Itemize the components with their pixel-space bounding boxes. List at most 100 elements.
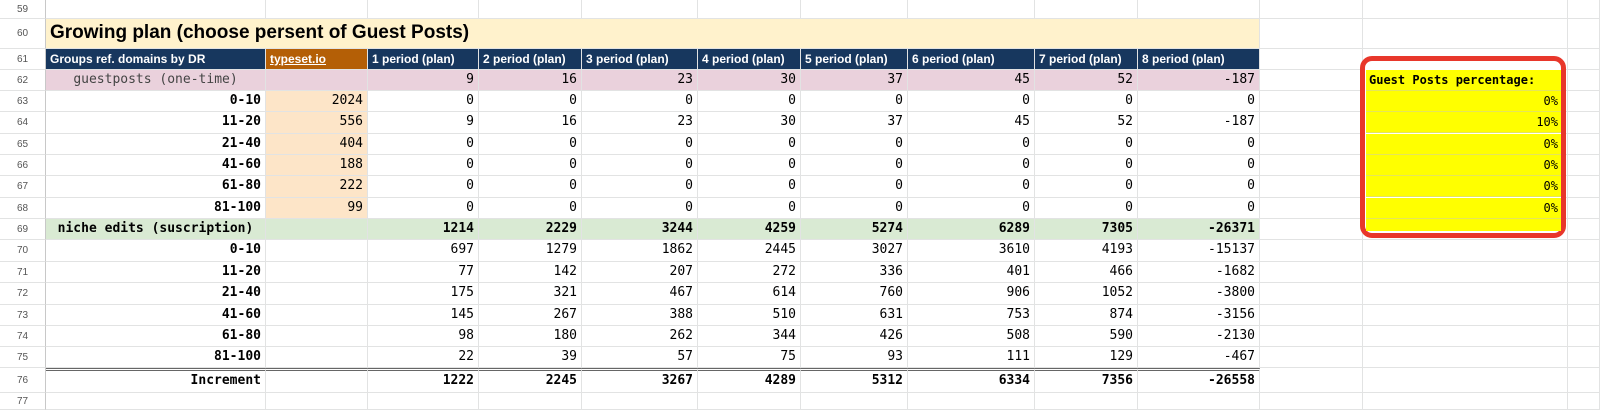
- table-cell[interactable]: 22: [368, 347, 479, 368]
- table-cell[interactable]: 52: [1035, 112, 1138, 134]
- empty-cell[interactable]: [1568, 368, 1600, 393]
- empty-cell[interactable]: [1363, 305, 1568, 326]
- empty-cell[interactable]: [1363, 347, 1568, 368]
- table-cell[interactable]: 401: [908, 262, 1035, 283]
- niche-label[interactable]: niche edits (suscription): [46, 219, 266, 240]
- empty-cell[interactable]: [1568, 219, 1600, 240]
- table-cell[interactable]: 16: [479, 112, 582, 134]
- empty-cell[interactable]: [1260, 262, 1363, 283]
- table-cell[interactable]: 906: [908, 283, 1035, 305]
- table-cell[interactable]: 0: [698, 176, 801, 198]
- guest-posts-percentage-input[interactable]: 0%: [1366, 176, 1561, 197]
- row-number[interactable]: 72: [0, 283, 46, 305]
- guest-posts-percentage-input[interactable]: 0%: [1366, 134, 1561, 155]
- table-cell[interactable]: 0: [582, 176, 698, 198]
- increment-value[interactable]: 3267: [582, 368, 698, 393]
- increment-label[interactable]: Increment: [46, 368, 266, 393]
- row-number[interactable]: 68: [0, 198, 46, 219]
- table-cell[interactable]: 1279: [479, 240, 582, 262]
- empty-cell[interactable]: [1363, 283, 1568, 305]
- table-cell[interactable]: 697: [368, 240, 479, 262]
- niche-total[interactable]: -26371: [1138, 219, 1260, 240]
- empty-cell[interactable]: [1260, 240, 1363, 262]
- table-cell[interactable]: 0: [1138, 91, 1260, 112]
- empty-cell[interactable]: [1363, 0, 1568, 19]
- table-cell[interactable]: 142: [479, 262, 582, 283]
- row-number[interactable]: 76: [0, 368, 46, 393]
- empty-cell[interactable]: [1260, 0, 1363, 19]
- guestposts-total[interactable]: 16: [479, 70, 582, 91]
- guest-posts-percentage-input[interactable]: 0%: [1366, 155, 1561, 176]
- source-count[interactable]: 556: [266, 112, 368, 134]
- guest-posts-percentage-blank[interactable]: [1366, 219, 1561, 231]
- table-cell[interactable]: 0: [1035, 155, 1138, 176]
- table-cell[interactable]: 0: [582, 134, 698, 155]
- table-cell[interactable]: 262: [582, 326, 698, 347]
- empty-cell[interactable]: [368, 393, 479, 410]
- guest-posts-percentage-input[interactable]: 0%: [1366, 91, 1561, 112]
- empty-cell[interactable]: [1260, 393, 1363, 410]
- table-cell[interactable]: 45: [908, 112, 1035, 134]
- empty-cell[interactable]: [1568, 0, 1600, 19]
- empty-cell[interactable]: [1568, 134, 1600, 155]
- table-cell[interactable]: 0: [908, 198, 1035, 219]
- table-cell[interactable]: 3610: [908, 240, 1035, 262]
- guestposts-total[interactable]: -187: [1138, 70, 1260, 91]
- dr-group-label[interactable]: 0-10: [46, 91, 266, 112]
- empty-cell[interactable]: [1138, 0, 1260, 19]
- table-cell[interactable]: 0: [698, 134, 801, 155]
- increment-value[interactable]: 7356: [1035, 368, 1138, 393]
- table-cell[interactable]: -1682: [1138, 262, 1260, 283]
- table-cell[interactable]: -467: [1138, 347, 1260, 368]
- empty-cell[interactable]: [1260, 368, 1363, 393]
- table-cell[interactable]: 426: [801, 326, 908, 347]
- guestposts-total[interactable]: 52: [1035, 70, 1138, 91]
- empty-cell[interactable]: [1568, 112, 1600, 134]
- guestposts-total[interactable]: 23: [582, 70, 698, 91]
- table-cell[interactable]: 0: [582, 198, 698, 219]
- table-cell[interactable]: 614: [698, 283, 801, 305]
- row-number[interactable]: 64: [0, 112, 46, 134]
- table-cell[interactable]: 207: [582, 262, 698, 283]
- empty-cell[interactable]: [1363, 19, 1568, 49]
- dr-group-label[interactable]: 61-80: [46, 326, 266, 347]
- empty-cell[interactable]: [1260, 326, 1363, 347]
- table-cell[interactable]: 37: [801, 112, 908, 134]
- table-cell[interactable]: -187: [1138, 112, 1260, 134]
- source-count[interactable]: 404: [266, 134, 368, 155]
- empty-cell[interactable]: [1568, 176, 1600, 198]
- table-cell[interactable]: 30: [698, 112, 801, 134]
- row-number[interactable]: 66: [0, 155, 46, 176]
- empty-cell[interactable]: [1138, 393, 1260, 410]
- row-number[interactable]: 59: [0, 0, 46, 19]
- table-cell[interactable]: 1862: [582, 240, 698, 262]
- niche-total[interactable]: 5274: [801, 219, 908, 240]
- source-count[interactable]: 99: [266, 198, 368, 219]
- empty-cell[interactable]: [266, 368, 368, 393]
- row-number[interactable]: 77: [0, 393, 46, 410]
- empty-cell[interactable]: [266, 347, 368, 368]
- niche-source-cell[interactable]: [266, 219, 368, 240]
- table-cell[interactable]: 93: [801, 347, 908, 368]
- guest-posts-percentage-input[interactable]: 10%: [1366, 112, 1561, 133]
- empty-cell[interactable]: [266, 305, 368, 326]
- dr-group-label[interactable]: 41-60: [46, 305, 266, 326]
- niche-total[interactable]: 6289: [908, 219, 1035, 240]
- empty-cell[interactable]: [1260, 91, 1363, 112]
- table-cell[interactable]: 9: [368, 112, 479, 134]
- table-cell[interactable]: 467: [582, 283, 698, 305]
- table-cell[interactable]: 336: [801, 262, 908, 283]
- empty-cell[interactable]: [1568, 326, 1600, 347]
- header-period[interactable]: 2 period (plan): [479, 49, 582, 70]
- table-cell[interactable]: 1052: [1035, 283, 1138, 305]
- table-cell[interactable]: 0: [582, 91, 698, 112]
- empty-cell[interactable]: [1260, 305, 1363, 326]
- row-number[interactable]: 63: [0, 91, 46, 112]
- dr-group-label[interactable]: 81-100: [46, 347, 266, 368]
- empty-cell[interactable]: [1568, 393, 1600, 410]
- row-number[interactable]: 73: [0, 305, 46, 326]
- empty-cell[interactable]: [1363, 368, 1568, 393]
- empty-cell[interactable]: [1363, 393, 1568, 410]
- empty-cell[interactable]: [1260, 49, 1363, 70]
- dr-group-label[interactable]: 0-10: [46, 240, 266, 262]
